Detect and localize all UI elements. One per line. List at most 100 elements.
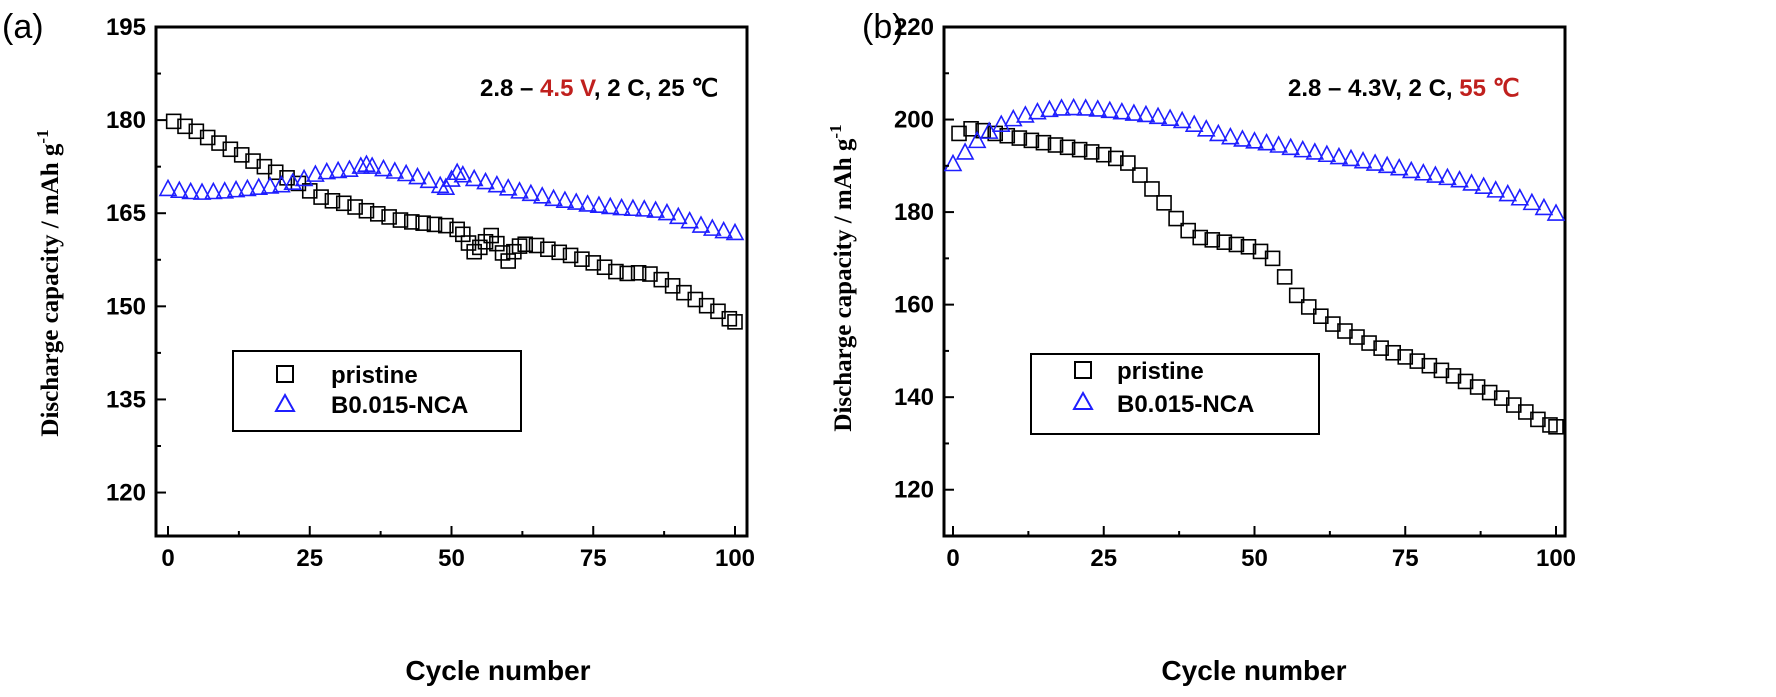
- panel-a-nca-point: [532, 186, 552, 204]
- panel-b-nca-point: [1414, 163, 1433, 181]
- panel-b-nca-point: [1462, 173, 1481, 191]
- panel-b-pristine-point: [1083, 144, 1100, 160]
- panel-b-nca-point: [1498, 183, 1518, 202]
- panel-b-nca-point: [1401, 160, 1421, 179]
- panel-b-ytick-label: 140: [894, 384, 934, 411]
- panel-b-pristine-point: [1530, 411, 1546, 428]
- panel-a-pristine-point: [562, 247, 579, 264]
- panel-a-ytick-label: 150: [106, 293, 146, 320]
- panel-b-nca-point: [1124, 103, 1144, 121]
- panel-a-pristine-point: [449, 221, 465, 238]
- panel-a-nca-point: [272, 174, 291, 193]
- panel-a-nca-point: [181, 181, 201, 200]
- panel-a-xlabel: Cycle number: [405, 655, 590, 686]
- panel-a-nca-point: [158, 178, 178, 197]
- panel-b-pristine-point: [1548, 418, 1564, 435]
- panel-a-pristine-point: [517, 236, 534, 253]
- panel-a-pristine-point: [369, 206, 386, 222]
- panel-b-pristine-point: [1300, 299, 1317, 315]
- panel-b-pristine-point: [1421, 357, 1438, 374]
- panel-a-legend-triangle-icon: [274, 392, 296, 412]
- panel-a-pristine-point: [540, 241, 556, 258]
- panel-a-nca-point: [396, 163, 416, 182]
- panel-b-pristine-point: [1047, 137, 1064, 153]
- panel-a-pristine-point: [415, 215, 431, 231]
- panel-a-nca-point: [555, 190, 575, 208]
- panel-a-nca-point: [408, 166, 427, 185]
- panel-a-legend-pristine: pristine: [331, 362, 418, 389]
- panel-a-legend-box: [232, 350, 522, 432]
- panel-a-nca-point: [340, 159, 359, 177]
- panel-a-pristine-point: [426, 216, 443, 233]
- panel-a-nca-point: [374, 158, 393, 177]
- panel-b-nca-point: [1148, 106, 1168, 125]
- panel-b-nca-point: [1184, 114, 1204, 132]
- panel-b-ytick-label: 160: [894, 292, 934, 319]
- panel-a-ylabel: Discharge capacity / mAh g-1: [33, 129, 64, 436]
- panel-b-ylabel-sup: -1: [826, 124, 845, 138]
- panel-a-nca-point: [306, 164, 325, 182]
- panel-b-nca-point: [1052, 98, 1071, 116]
- panel-a-nca-point: [691, 215, 711, 233]
- panel-a-nca-point: [600, 196, 620, 215]
- panel-a-nca-point: [714, 220, 733, 239]
- panel-b-nca-point: [1522, 192, 1542, 211]
- panel-b-pristine-point: [1409, 353, 1426, 369]
- panel-a-plot-frame: [154, 25, 749, 538]
- panel-b-legend-pristine: pristine: [1117, 358, 1204, 385]
- panel-b-pristine-point: [1361, 335, 1377, 351]
- panel-a-pristine-point: [698, 297, 715, 314]
- panel-b-nca-point: [1365, 153, 1385, 171]
- panel-a-pristine-point: [381, 209, 397, 225]
- panel-b-pristine-point: [1035, 134, 1052, 151]
- panel-a-pristine-point: [466, 243, 482, 260]
- panel-a: (a) 0 25 50 75 100 120 135 150 165 180 195 2.8 – 4…: [2, 8, 755, 686]
- panel-b-ticks: 0 25 50 75 100 120 140 160 180 200 220: [894, 14, 1576, 572]
- svg-text:2.8 – 4.3V, 2 C, 55 ℃: 2.8 – 4.3V, 2 C, 55 ℃: [1288, 75, 1520, 102]
- panel-b-pristine-point: [1457, 373, 1474, 390]
- panel-a-pristine-point: [511, 238, 528, 254]
- panel-b-pristine-point: [1204, 232, 1221, 248]
- panel-a-ytick-label: 135: [106, 386, 146, 413]
- panel-a-pristine-point: [721, 310, 738, 327]
- panel-b-xtick-label: 50: [1241, 545, 1268, 572]
- panel-b-nca-point: [1233, 129, 1252, 147]
- panel-a-nca-point: [328, 160, 348, 179]
- panel-a-nca-point: [204, 181, 223, 200]
- panel-a-nca-point: [623, 198, 643, 217]
- panel-b-pristine-point: [1216, 234, 1233, 250]
- panel-b-pristine-point: [1542, 417, 1558, 433]
- panel-a-pristine-point: [177, 118, 193, 135]
- panel-b-pristine-point: [1144, 181, 1160, 197]
- panel-b-nca-point: [1028, 101, 1047, 120]
- panel-b-pristine-point: [1337, 323, 1353, 339]
- panel-b-nca-point: [1269, 135, 1288, 153]
- panel-a-condition-part3: , 2 C, 25 ℃: [594, 75, 718, 102]
- panel-a-xtick-label: 75: [580, 545, 607, 572]
- panel-b-nca-point: [1510, 188, 1530, 206]
- panel-b-xtick-label: 75: [1392, 545, 1419, 572]
- panel-a-nca-point: [544, 188, 563, 207]
- panel-b-nca-point: [1016, 105, 1035, 123]
- panel-b-nca-point: [1317, 144, 1337, 163]
- panel-a-pristine-point: [494, 245, 511, 261]
- panel-b-nca-point: [1546, 203, 1566, 221]
- panel-a-pristine-point: [642, 266, 658, 282]
- panel-a-ticks: 0 25 50 75 100 120 135 150 165 180 195: [106, 14, 755, 572]
- panel-a-condition-part1: 2.8 –: [480, 75, 540, 102]
- panel-b: (b) 0 25 50 75 100 120 140 160 180 200 220 2.8 – 4…: [826, 8, 1576, 686]
- panel-a-ytick-label: 180: [106, 107, 146, 134]
- panel-b-nca-point: [1160, 108, 1180, 126]
- panel-a-nca-point: [453, 165, 473, 183]
- panel-b-label: (b): [862, 8, 904, 46]
- panel-b-pristine-point: [1313, 308, 1329, 325]
- panel-b-pristine-point: [1120, 155, 1136, 171]
- panel-b-pristine-point: [1397, 349, 1414, 365]
- panel-a-xtick-label: 100: [715, 545, 755, 572]
- panel-a-pristine-point: [347, 199, 363, 215]
- panel-a-nca-point: [487, 174, 507, 193]
- panel-a-pristine-point: [500, 253, 517, 269]
- panel-b-xtick-label: 25: [1090, 545, 1117, 572]
- panel-a-nca-point: [476, 171, 495, 190]
